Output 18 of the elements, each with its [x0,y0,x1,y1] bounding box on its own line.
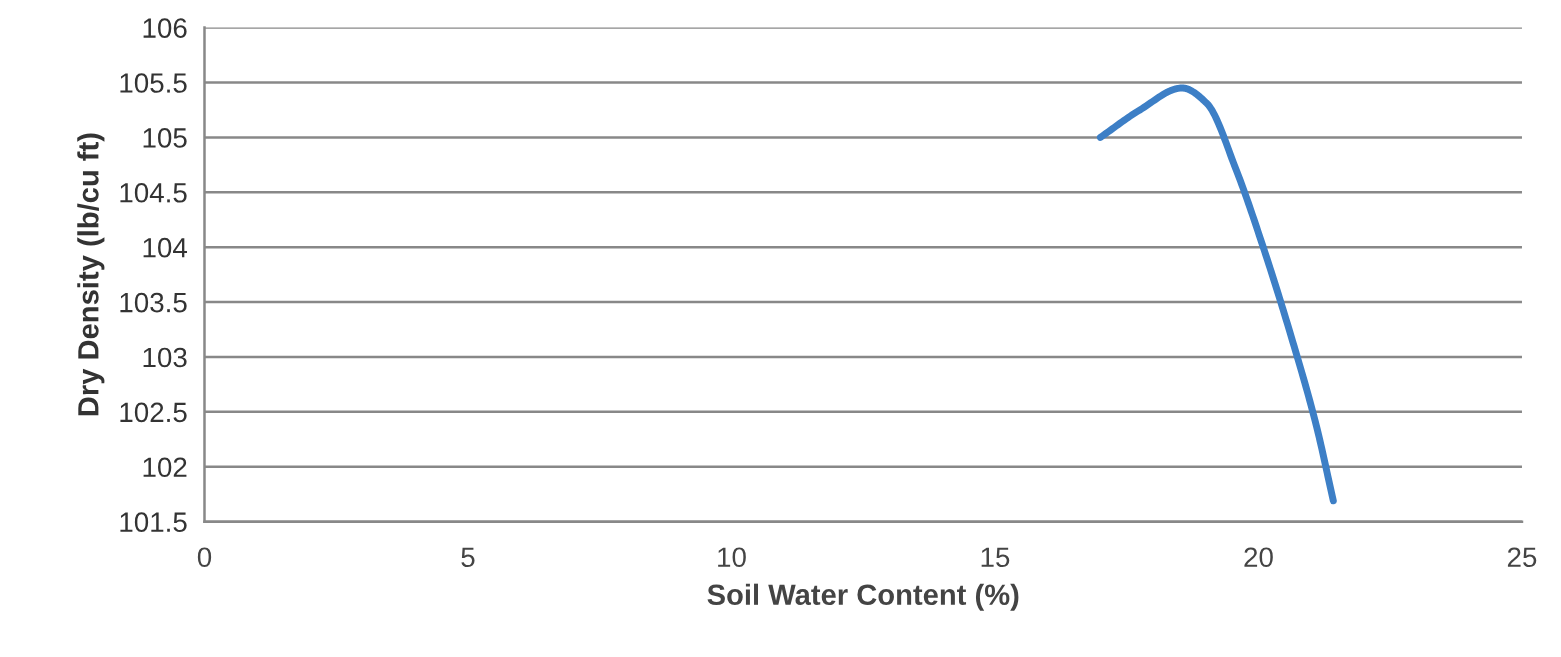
x-tick-label: 5 [461,547,475,568]
x-tick-label: 20 [1244,547,1273,568]
y-tick-label: 102.5 [120,402,187,423]
y-tick-label: 105.5 [120,73,187,93]
x-tick-label: 0 [197,547,212,568]
y-tick-label: 105 [143,128,187,148]
y-tick-label: 104.5 [120,182,187,203]
x-tick-label: 25 [1507,547,1537,568]
y-axis-title: Dry Density (lb/cu ft) [77,133,105,416]
y-tick-label: 103 [143,347,187,368]
y-tick-label: 101.5 [120,512,187,532]
y-tick-label: 103.5 [120,292,187,313]
y-tick-label: 104 [143,237,188,258]
y-tick-label: 106 [143,18,187,38]
x-tick-label: 10 [718,547,746,568]
x-tick-label: 15 [981,547,1010,568]
x-axis-title: Soil Water Content (%) [707,583,1019,611]
y-tick-label: 102 [143,457,187,478]
